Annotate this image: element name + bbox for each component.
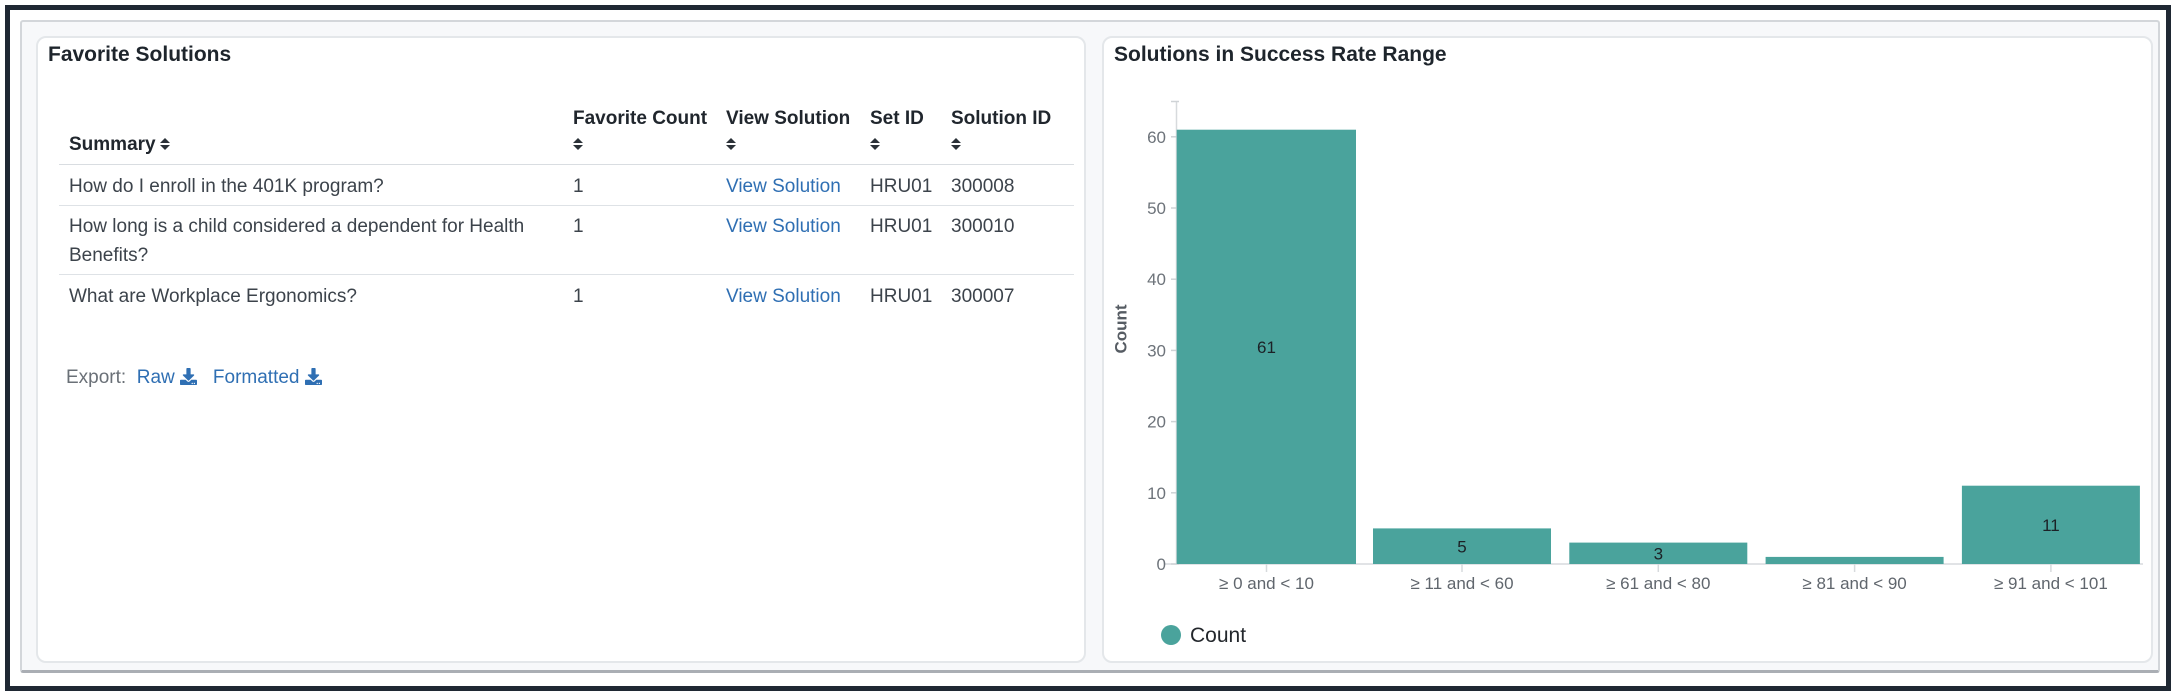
svg-text:3: 3 [1654,545,1663,564]
svg-text:10: 10 [1147,484,1166,503]
svg-text:20: 20 [1147,413,1166,432]
svg-text:61: 61 [1257,338,1276,357]
svg-text:≥ 0 and < 10: ≥ 0 and < 10 [1219,574,1314,593]
svg-text:Count: Count [1190,624,1246,647]
svg-text:11: 11 [2042,516,2060,535]
svg-text:≥ 61 and < 80: ≥ 61 and < 80 [1606,574,1710,593]
svg-text:0: 0 [1157,555,1166,574]
svg-text:≥ 91 and < 101: ≥ 91 and < 101 [1994,574,2108,593]
svg-text:40: 40 [1147,270,1166,289]
svg-text:60: 60 [1147,128,1166,147]
svg-text:50: 50 [1147,199,1166,218]
svg-text:30: 30 [1147,341,1166,360]
svg-text:≥ 11 and < 60: ≥ 11 and < 60 [1410,574,1513,593]
svg-text:5: 5 [1457,538,1466,557]
svg-text:Count: Count [1112,304,1131,353]
svg-text:≥ 81 and < 90: ≥ 81 and < 90 [1802,574,1906,593]
